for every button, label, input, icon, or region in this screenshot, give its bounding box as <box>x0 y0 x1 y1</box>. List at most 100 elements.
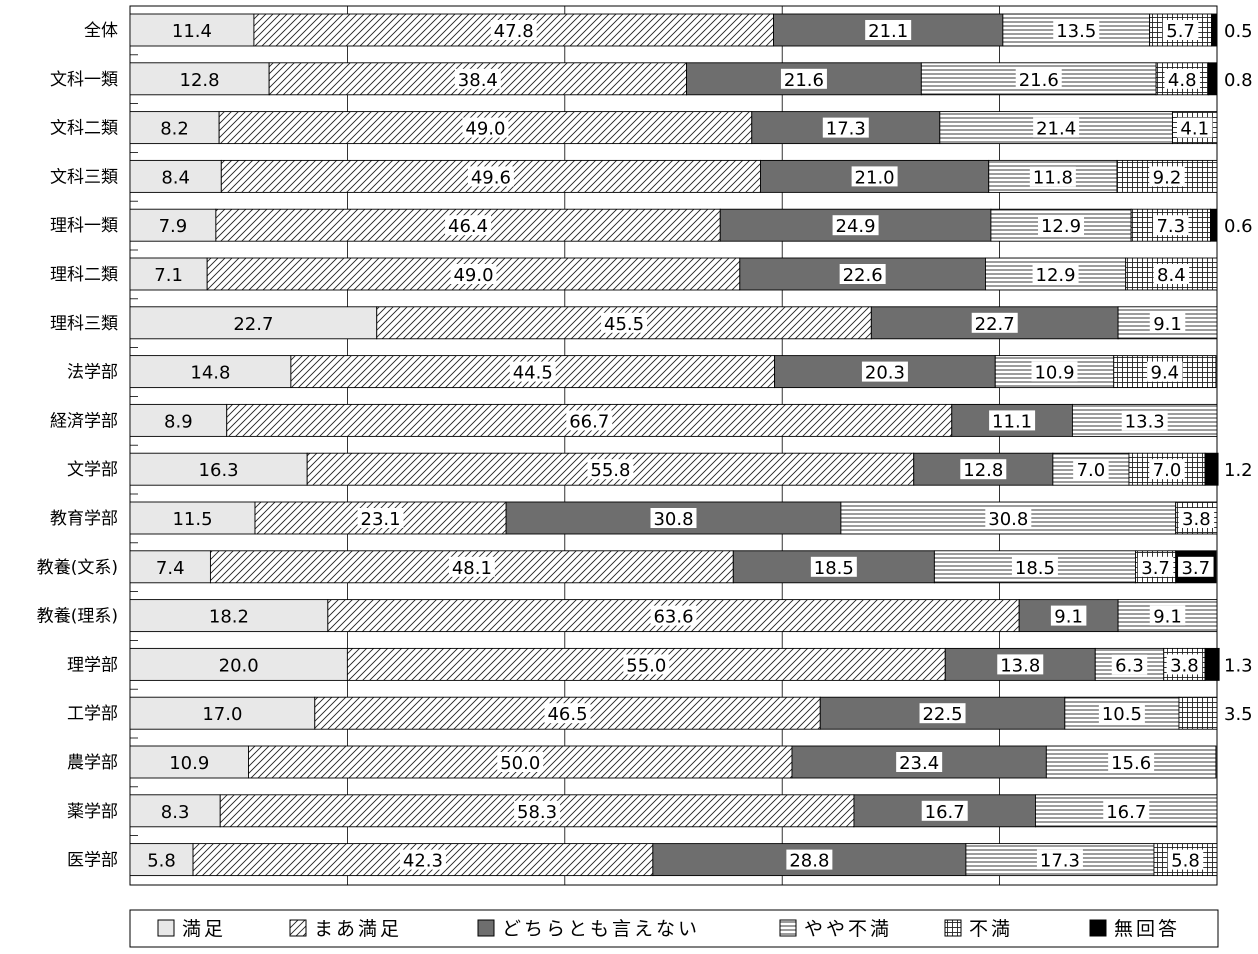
data-label-bg <box>497 752 544 772</box>
bar-segment <box>129 696 316 730</box>
data-label: 7.0 <box>1077 460 1106 481</box>
data-label-bg <box>467 166 514 187</box>
legend-swatch <box>289 919 307 937</box>
data-label: 11.5 <box>172 509 212 530</box>
data-label: 10.9 <box>169 753 209 774</box>
data-label-bg <box>1162 20 1199 40</box>
data-label: 21.0 <box>855 167 895 188</box>
bar-segment <box>988 159 1118 193</box>
data-label-bg <box>832 215 879 236</box>
data-label: 13.3 <box>1125 411 1165 432</box>
data-label: 18.5 <box>1015 558 1055 579</box>
legend-label: まあ満足 <box>314 918 402 940</box>
data-label: 23.4 <box>899 753 939 774</box>
data-label-bg <box>1147 361 1183 382</box>
bar-segment <box>1204 647 1220 681</box>
data-label: 18.5 <box>814 558 854 579</box>
category-label: 経済学部 <box>50 411 118 431</box>
bar-segment <box>129 257 208 291</box>
category-label: 全体 <box>84 21 118 41</box>
data-label: 49.0 <box>453 265 493 286</box>
category-label: 文科一類 <box>50 70 118 90</box>
data-label-bg <box>514 800 561 821</box>
category-label: 理科二類 <box>50 265 118 285</box>
data-label-bg <box>810 556 857 577</box>
data-label-bg <box>1137 556 1174 577</box>
data-label-bg <box>1149 605 1186 626</box>
category-label: 農学部 <box>67 753 118 773</box>
data-label: 30.8 <box>988 509 1028 530</box>
data-label-bg <box>1178 508 1215 528</box>
data-label: 9.4 <box>1151 363 1180 384</box>
data-label-bg <box>1038 215 1085 236</box>
data-label: 7.0 <box>1153 460 1182 481</box>
data-label-bg <box>985 508 1032 528</box>
data-label-bg <box>822 117 869 138</box>
data-label: 66.7 <box>569 411 609 432</box>
category-label: 文科二類 <box>50 119 118 139</box>
data-label: 22.5 <box>922 704 962 725</box>
legend-label: どちらとも言えない <box>502 918 700 940</box>
data-label: 22.6 <box>843 265 883 286</box>
category-label: 法学部 <box>67 363 118 383</box>
data-label: 47.8 <box>494 21 534 42</box>
outside-data-label: 0.5 <box>1224 21 1253 42</box>
category-label: 医学部 <box>67 851 118 871</box>
bar-segment <box>129 550 211 584</box>
bar-segment <box>1178 696 1218 730</box>
legend-label: 無回答 <box>1114 918 1180 940</box>
data-label-bg <box>997 654 1044 675</box>
bar-segment <box>129 501 256 535</box>
data-label: 3.8 <box>1170 655 1199 676</box>
data-label-bg <box>780 68 827 89</box>
data-label-bg <box>357 508 404 528</box>
data-label-bg <box>1178 556 1214 577</box>
category-label: 理科一類 <box>50 216 118 236</box>
outside-data-label: 0.8 <box>1224 70 1253 91</box>
data-label: 16.7 <box>925 802 965 823</box>
data-label: 12.9 <box>1036 265 1076 286</box>
data-label-bg <box>1176 117 1213 138</box>
data-label: 21.1 <box>868 21 908 42</box>
data-label: 58.3 <box>517 802 557 823</box>
category-label: 教養(理系) <box>37 607 118 627</box>
data-label-bg <box>839 264 886 284</box>
data-label-bg <box>1111 654 1148 675</box>
data-label-bg <box>1032 264 1079 284</box>
data-label: 30.8 <box>653 509 693 530</box>
data-label-bg <box>971 312 1018 333</box>
data-label: 17.3 <box>1040 851 1080 872</box>
data-label: 10.5 <box>1102 704 1142 725</box>
data-label-bg <box>1036 849 1083 870</box>
bar-segment <box>129 306 378 340</box>
data-label-bg <box>1153 264 1190 284</box>
data-label-bg <box>919 703 966 724</box>
data-label-bg <box>1149 312 1186 333</box>
data-label: 48.1 <box>452 558 492 579</box>
category-label: 文学部 <box>67 460 118 480</box>
data-label: 9.1 <box>1153 314 1182 335</box>
outside-data-label: 1.3 <box>1224 655 1253 676</box>
data-label: 8.3 <box>161 802 190 823</box>
category-label: 理科三類 <box>50 314 118 334</box>
outside-data-label: 1.2 <box>1224 460 1253 481</box>
data-label: 3.7 <box>1141 558 1170 579</box>
data-label-bg <box>1149 459 1185 480</box>
data-label: 12.8 <box>180 70 220 91</box>
bar-segment <box>129 794 221 828</box>
data-label-bg <box>1167 849 1204 870</box>
data-label: 63.6 <box>653 607 693 628</box>
data-label: 24.9 <box>836 216 876 237</box>
data-label-bg <box>865 20 912 40</box>
data-label-bg <box>1073 459 1109 480</box>
data-label-bg <box>445 215 492 236</box>
legend-box <box>129 909 1219 948</box>
data-label: 12.8 <box>963 460 1003 481</box>
data-label: 50.0 <box>500 753 540 774</box>
category-label: 教育学部 <box>50 509 118 529</box>
data-label-bg <box>861 361 908 382</box>
outside-data-label: 3.5 <box>1224 704 1253 725</box>
data-label: 5.7 <box>1166 21 1195 42</box>
data-label-bg <box>650 508 697 528</box>
data-label: 22.7 <box>975 314 1015 335</box>
